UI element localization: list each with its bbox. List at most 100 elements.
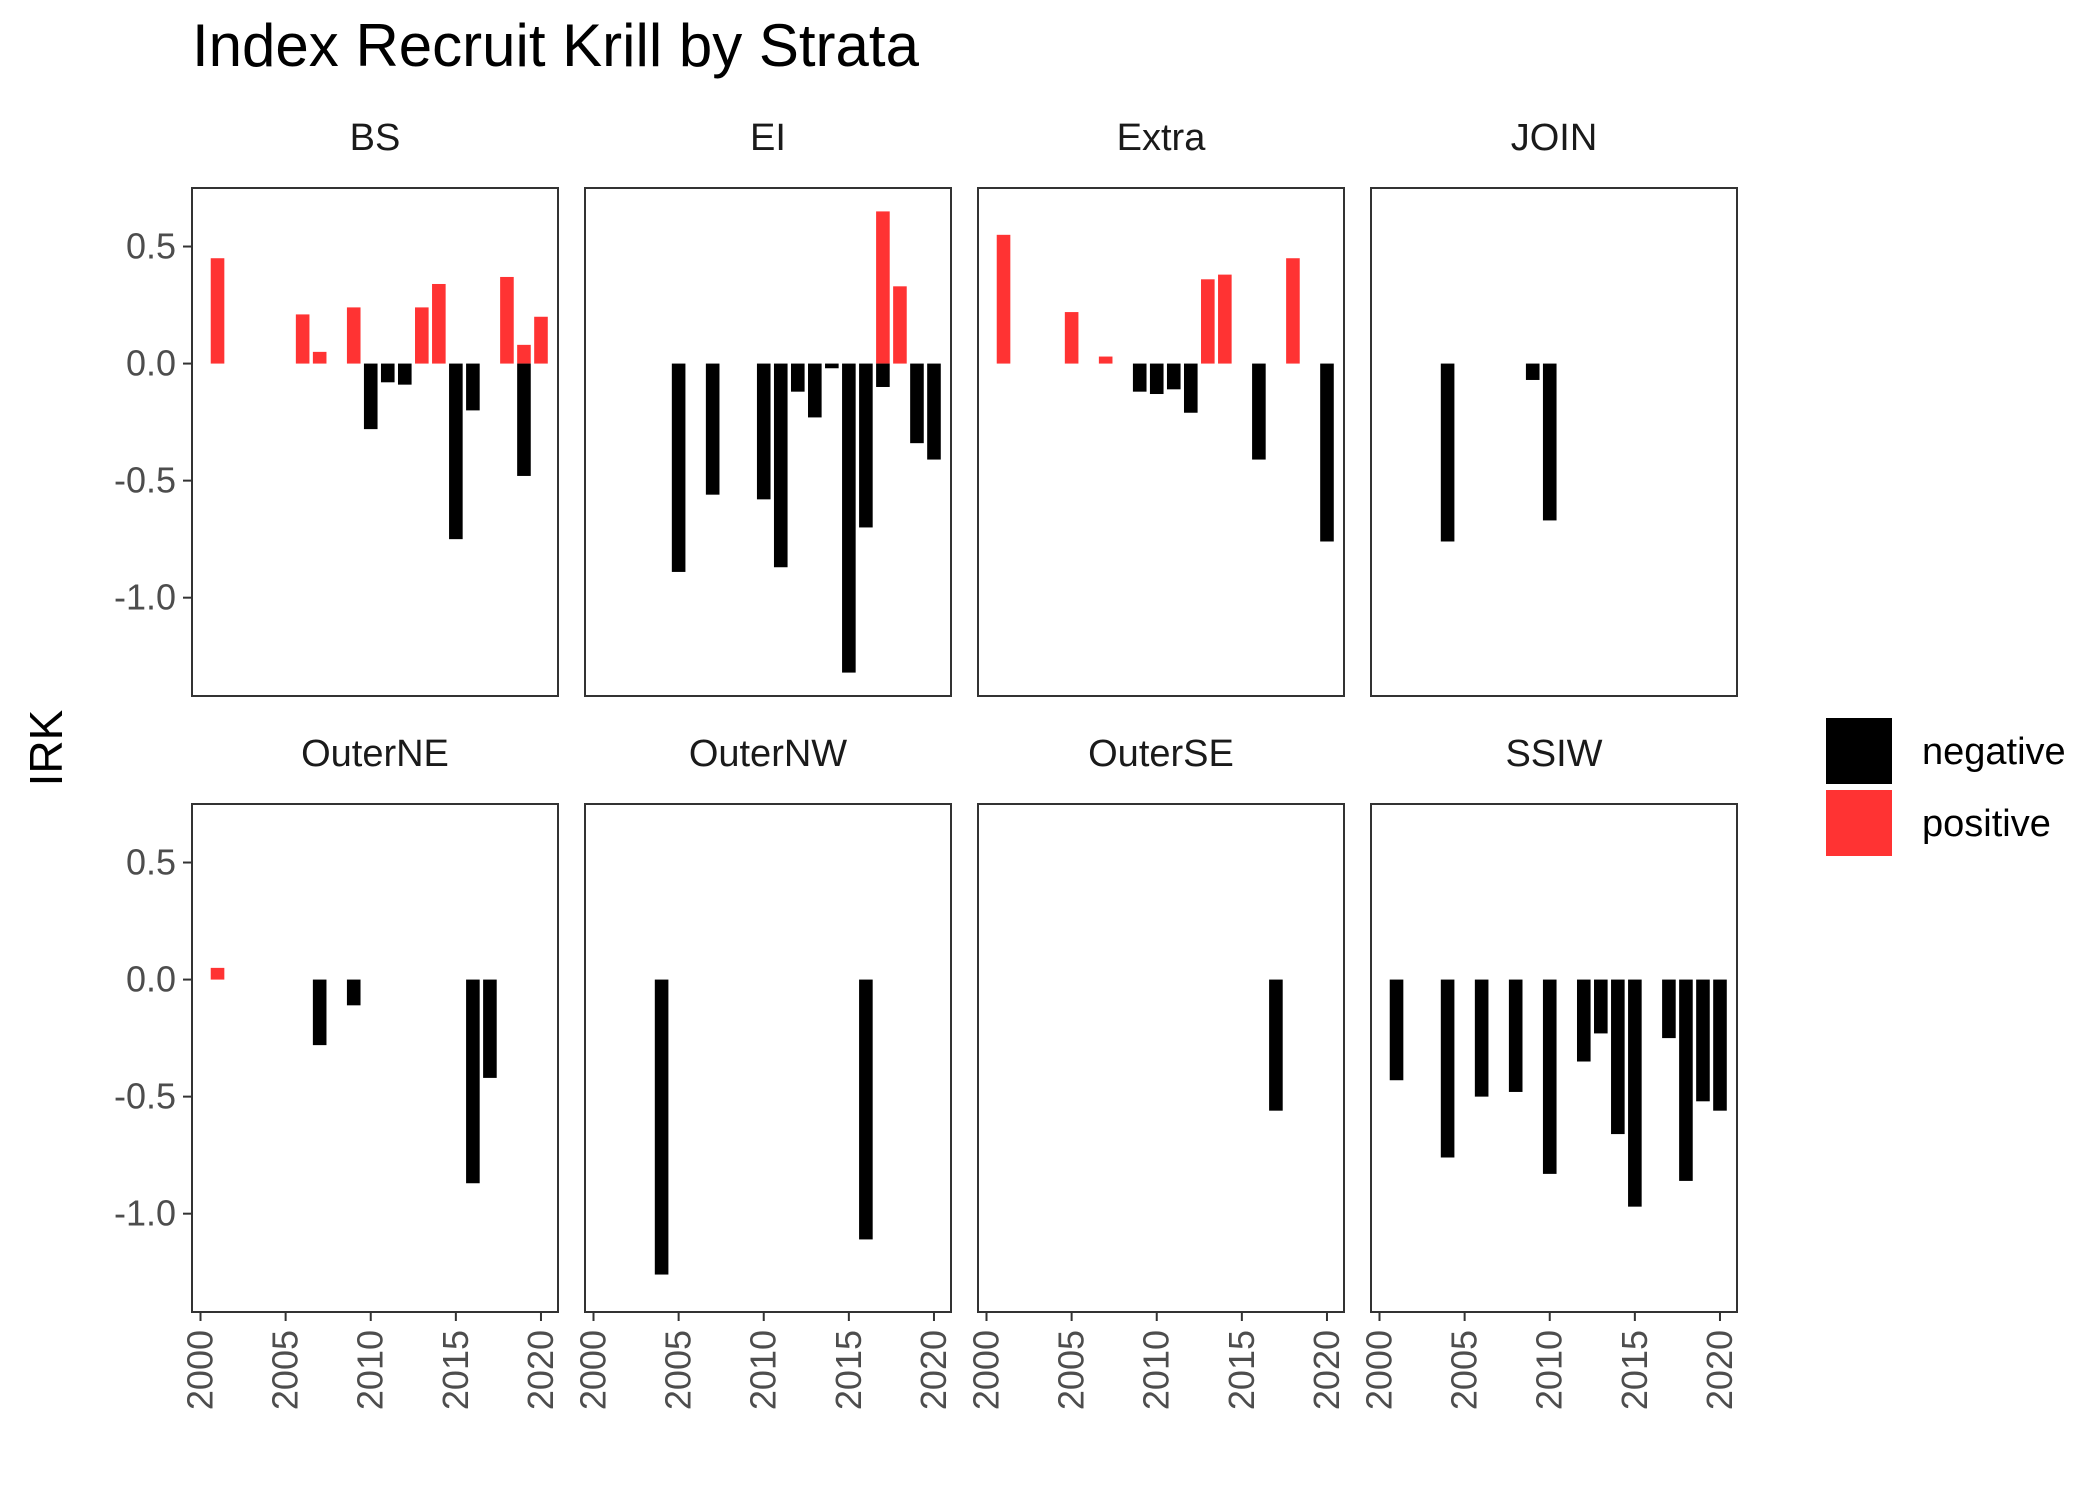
- bar-extra-2005-positive: [1064, 312, 1079, 364]
- panel-bs: BS 0.5 0.0 -0.5 -1.0: [114, 117, 559, 697]
- x-tick-label: 2005: [1444, 1330, 1485, 1410]
- bar-extra-2009-negative: [1132, 363, 1147, 392]
- panel-extra: Extra: [977, 117, 1345, 697]
- x-tick-label: 2010: [743, 1330, 784, 1410]
- panel-frame: [977, 803, 1345, 1313]
- legend-key-negative: [1826, 718, 1892, 784]
- bar-extra-2013-positive: [1201, 279, 1215, 364]
- panel-label-extra: Extra: [1117, 117, 1207, 159]
- panel-frame: [191, 187, 559, 697]
- panel-label-outerse: OuterSE: [1088, 733, 1234, 775]
- x-tick-label: 2000: [1359, 1330, 1400, 1410]
- bar-bs-2019-negative: [517, 363, 531, 476]
- bar-ssiw-2014-negative: [1611, 979, 1625, 1135]
- bar-bs-2007-positive: [312, 351, 327, 364]
- bar-ei-2012-negative: [790, 363, 805, 392]
- panels-layer: BS 0.5 0.0 -0.5 -1.0 EI Extra JOIN OuterNE 0.5 0.0…: [114, 117, 1740, 1410]
- bar-bs-2006-positive: [295, 314, 310, 364]
- bar-ssiw-2020-negative: [1713, 979, 1727, 1111]
- y-tick-label: -1.0: [114, 577, 176, 618]
- bar-outerne-2009-negative: [346, 979, 361, 1006]
- bar-ei-2015-negative: [842, 363, 856, 673]
- x-tick-label: 2000: [966, 1330, 1007, 1410]
- bar-extra-2001-positive: [996, 234, 1011, 364]
- panel-label-join: JOIN: [1511, 117, 1598, 159]
- legend: negative positive: [1826, 718, 2066, 856]
- bar-ei-2010-negative: [756, 363, 771, 500]
- bar-outernw-2016-negative: [859, 979, 873, 1240]
- x-tick-label: 2010: [1529, 1330, 1570, 1410]
- bar-bs-2015-negative: [449, 363, 463, 540]
- bar-bs-2011-negative: [380, 363, 395, 383]
- x-tick-label: 2005: [265, 1330, 306, 1410]
- bar-ei-2020-negative: [927, 363, 941, 460]
- bar-outerne-2001-positive: [210, 967, 225, 980]
- bar-ei-2017-negative: [876, 363, 890, 387]
- panel-label-bs: BS: [350, 117, 401, 159]
- bar-extra-2012-negative: [1183, 363, 1198, 413]
- x-tick-label: 2015: [1614, 1330, 1655, 1410]
- bar-ei-2013-negative: [808, 363, 822, 418]
- y-tick-label: 0.5: [126, 842, 176, 883]
- bar-bs-2009-positive: [346, 307, 361, 364]
- bar-outerse-2017-negative: [1269, 979, 1283, 1111]
- panel-frame: [584, 803, 952, 1313]
- legend-label-negative: negative: [1922, 731, 2066, 773]
- panel-outerse: OuterSE 2000 2005 2010 2015 2020: [966, 733, 1347, 1410]
- bar-ei-2018-positive: [893, 286, 907, 364]
- bar-ssiw-2013-negative: [1594, 979, 1608, 1034]
- bar-ssiw-2018-negative: [1679, 979, 1693, 1181]
- bar-bs-2018-positive: [500, 276, 514, 364]
- chart-title: Index Recruit Krill by Strata: [192, 12, 920, 79]
- bar-ssiw-2008-negative: [1508, 979, 1523, 1092]
- bar-bs-2014-positive: [432, 283, 446, 364]
- bar-ei-2016-negative: [859, 363, 873, 528]
- panel-label-outerne: OuterNE: [301, 733, 449, 775]
- bar-outernw-2004-negative: [654, 979, 669, 1275]
- bar-extra-2018-positive: [1286, 258, 1300, 364]
- bar-ei-2019-negative: [910, 363, 924, 444]
- bar-extra-2010-negative: [1149, 363, 1164, 395]
- panel-join: JOIN: [1370, 117, 1738, 697]
- panel-ssiw: SSIW 2000 2005 2010 2015 2020: [1359, 733, 1740, 1410]
- y-tick-label: 0.5: [126, 226, 176, 267]
- bar-join-2004-negative: [1440, 363, 1455, 542]
- x-tick-label: 2005: [658, 1330, 699, 1410]
- y-tick-label: 0.0: [126, 343, 176, 384]
- bar-extra-2011-negative: [1166, 363, 1181, 390]
- panel-frame: [977, 187, 1345, 697]
- bar-bs-2020-positive: [534, 316, 548, 364]
- bar-bs-2012-negative: [397, 363, 412, 385]
- bar-ssiw-2015-negative: [1628, 979, 1642, 1207]
- y-axis-label: IRK: [20, 709, 72, 786]
- panel-outerne: OuterNE 0.5 0.0 -0.5 -1.0 2000 2005 2010 2015 202…: [114, 733, 561, 1410]
- bar-ssiw-2019-negative: [1696, 979, 1710, 1102]
- y-tick-label: 0.0: [126, 959, 176, 1000]
- x-tick-label: 2020: [913, 1330, 954, 1410]
- panel-outernw: OuterNW 2000 2005 2010 2015 2020: [573, 733, 954, 1410]
- x-tick-label: 2000: [573, 1330, 614, 1410]
- bar-join-2010-negative: [1542, 363, 1557, 521]
- x-tick-label: 2015: [828, 1330, 869, 1410]
- x-tick-label: 2020: [1306, 1330, 1347, 1410]
- y-tick-label: -1.0: [114, 1193, 176, 1234]
- bar-ssiw-2010-negative: [1542, 979, 1557, 1174]
- bar-extra-2020-negative: [1320, 363, 1334, 542]
- bar-ssiw-2004-negative: [1440, 979, 1455, 1158]
- panel-label-ssiw: SSIW: [1505, 733, 1602, 775]
- bar-bs-2016-negative: [466, 363, 480, 411]
- bar-ei-2011-negative: [773, 363, 788, 568]
- bar-bs-2013-positive: [415, 307, 429, 364]
- bar-ssiw-2006-negative: [1474, 979, 1489, 1097]
- bar-ssiw-2001-negative: [1389, 979, 1404, 1081]
- x-tick-label: 2020: [520, 1330, 561, 1410]
- panel-label-outernw: OuterNW: [689, 733, 847, 775]
- panel-label-ei: EI: [750, 117, 786, 159]
- bar-ei-2005-negative: [671, 363, 686, 572]
- x-tick-label: 2010: [350, 1330, 391, 1410]
- x-tick-label: 2020: [1699, 1330, 1740, 1410]
- panel-frame: [191, 803, 559, 1313]
- bar-ei-2014-negative: [825, 363, 839, 369]
- legend-label-positive: positive: [1922, 803, 2051, 845]
